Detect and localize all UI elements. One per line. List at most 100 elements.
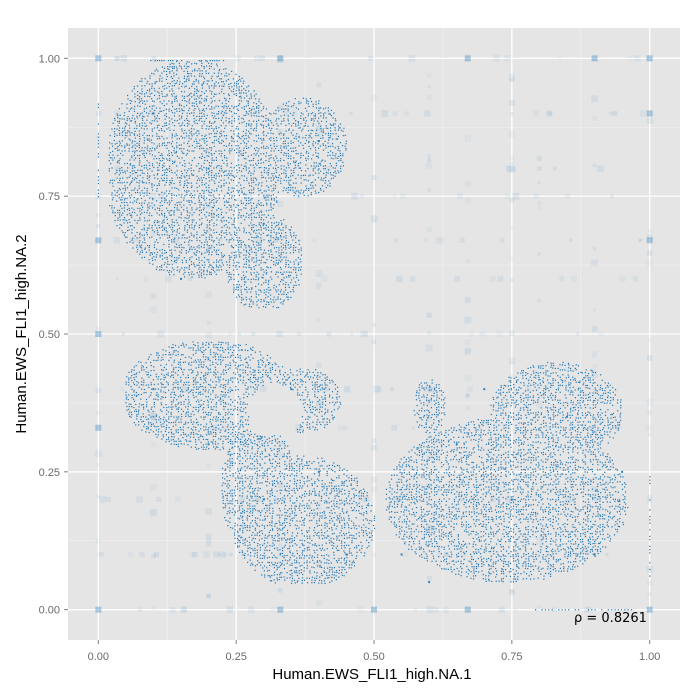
cluster-point	[234, 106, 236, 108]
cluster-point	[129, 172, 131, 174]
cluster-point	[177, 388, 179, 390]
background-point	[371, 438, 377, 443]
cluster-point	[164, 233, 166, 236]
cluster-point	[287, 142, 289, 144]
cluster-point	[192, 431, 195, 434]
cluster-point	[310, 187, 312, 189]
cluster-point	[197, 411, 199, 413]
cluster-point	[322, 144, 324, 146]
background-point	[187, 276, 193, 282]
cluster-point	[185, 104, 188, 106]
cluster-point	[271, 256, 273, 259]
cluster-point	[150, 123, 153, 125]
cluster-point	[340, 129, 342, 131]
background-point	[427, 158, 432, 163]
cluster-point	[230, 172, 232, 175]
cluster-point	[312, 187, 314, 189]
cluster-point	[190, 413, 192, 415]
cluster-point	[155, 419, 157, 421]
cluster-point	[142, 420, 145, 422]
cluster-point	[276, 118, 278, 120]
cluster-point	[280, 157, 282, 160]
cluster-point	[320, 189, 322, 191]
cluster-point	[213, 196, 215, 198]
cluster-point	[164, 122, 166, 124]
cluster-point	[224, 391, 227, 394]
cluster-point	[278, 174, 280, 176]
cluster-point	[290, 175, 292, 177]
cluster-point	[186, 200, 188, 202]
cluster-point	[308, 105, 310, 108]
cluster-point	[179, 110, 181, 112]
cluster-point	[163, 67, 166, 69]
cluster-point	[215, 409, 217, 411]
cluster-point	[156, 188, 158, 190]
cluster-point	[193, 81, 195, 83]
cluster-point	[300, 266, 302, 268]
cluster-point	[295, 153, 297, 155]
cluster-point	[288, 189, 290, 191]
cluster-point	[196, 63, 198, 65]
cluster-point	[131, 388, 133, 390]
cluster-point	[175, 243, 178, 245]
cluster-point	[198, 364, 200, 366]
cluster-point	[268, 119, 270, 121]
cluster-point	[300, 169, 303, 172]
cluster-point	[149, 93, 151, 95]
cluster-point	[263, 227, 265, 229]
cluster-point	[128, 394, 130, 396]
cluster-point	[295, 125, 297, 127]
cluster-point	[247, 102, 249, 104]
cluster-point	[131, 100, 133, 102]
cluster-point	[153, 73, 155, 75]
cluster-point	[225, 103, 227, 105]
cluster-point	[265, 306, 267, 308]
background-point	[317, 506, 321, 511]
cluster-point	[132, 237, 134, 239]
cluster-point	[275, 262, 277, 264]
cluster-point	[176, 145, 178, 147]
cluster-point	[150, 364, 152, 367]
cluster-point	[245, 271, 248, 273]
cluster-point	[171, 118, 173, 120]
cluster-point	[324, 165, 326, 167]
cluster-point	[196, 175, 198, 177]
cluster-point	[140, 247, 143, 249]
cluster-point	[330, 178, 332, 180]
cluster-point	[198, 401, 200, 403]
background-point	[647, 250, 653, 256]
background-point	[161, 193, 167, 199]
cluster-point	[199, 192, 201, 195]
cluster-point	[150, 353, 152, 356]
cluster-point	[158, 416, 160, 418]
cluster-point	[220, 398, 222, 400]
cluster-point	[177, 418, 179, 420]
cluster-point	[164, 262, 166, 264]
cluster-point	[141, 421, 143, 423]
cluster-point	[244, 197, 246, 199]
cluster-point	[247, 197, 250, 199]
cluster-point	[281, 108, 283, 110]
data-point	[371, 606, 377, 613]
cluster-point	[237, 280, 240, 283]
cluster-point	[260, 219, 262, 221]
cluster-point	[196, 92, 198, 95]
cluster-point	[163, 177, 165, 179]
cluster-point	[157, 91, 159, 93]
cluster-point	[148, 140, 151, 142]
cluster-point	[200, 75, 203, 77]
data-point	[277, 55, 284, 62]
cluster-point	[163, 425, 165, 428]
cluster-point	[129, 175, 132, 177]
background-point	[464, 297, 471, 303]
cluster-point	[171, 263, 173, 265]
cluster-point	[252, 129, 255, 131]
cluster-point	[230, 150, 232, 152]
cluster-point	[207, 404, 209, 406]
cluster-point	[233, 88, 235, 90]
background-point	[277, 481, 284, 488]
cluster-point	[192, 383, 194, 386]
cluster-point	[158, 209, 161, 212]
cluster-point	[133, 406, 135, 409]
cluster-point	[327, 151, 329, 154]
